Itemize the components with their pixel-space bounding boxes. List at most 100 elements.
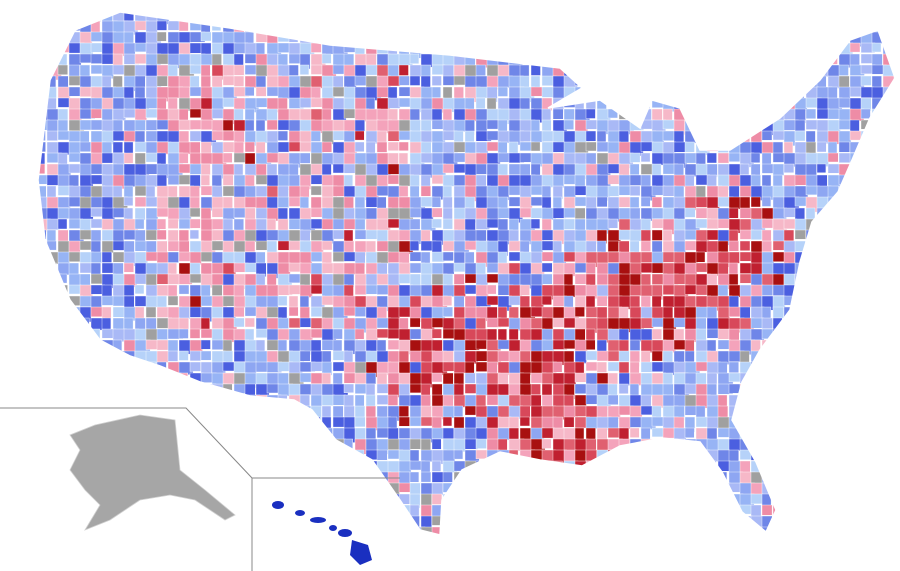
county: [849, 449, 865, 462]
county: [530, 20, 543, 34]
county: [453, 31, 467, 42]
county: [805, 526, 822, 535]
county: [839, 538, 848, 548]
county: [376, 20, 390, 37]
county: [310, 482, 325, 493]
county: [442, 361, 456, 372]
county: [57, 460, 72, 472]
county: [849, 416, 863, 430]
county: [673, 493, 690, 509]
county: [167, 383, 179, 395]
county: [57, 64, 68, 75]
county: [354, 504, 367, 518]
county: [299, 64, 310, 75]
county: [816, 504, 830, 515]
county: [277, 141, 290, 153]
county: [816, 42, 833, 57]
county: [860, 493, 871, 509]
county: [629, 339, 641, 351]
county: [255, 504, 271, 515]
county: [332, 471, 346, 483]
county: [68, 185, 81, 199]
county: [838, 460, 849, 475]
county: [420, 482, 433, 496]
county: [57, 12, 72, 25]
county: [739, 251, 753, 262]
county: [574, 482, 590, 497]
county: [651, 196, 663, 208]
county: [673, 53, 686, 70]
county: [607, 350, 620, 362]
county: [255, 163, 267, 176]
county: [761, 361, 778, 377]
county: [728, 515, 742, 532]
county: [321, 119, 334, 133]
county: [706, 229, 720, 241]
county: [38, 20, 48, 31]
county: [596, 526, 609, 535]
county: [750, 526, 763, 535]
county: [728, 438, 742, 451]
county: [893, 130, 895, 142]
county: [640, 86, 653, 100]
county: [739, 273, 752, 284]
county: [838, 515, 852, 530]
county: [46, 438, 60, 451]
county: [57, 482, 69, 494]
county: [431, 493, 443, 505]
county: [508, 526, 524, 535]
county: [497, 86, 508, 97]
county: [332, 328, 343, 340]
county: [816, 350, 828, 364]
county: [288, 317, 301, 329]
county: [46, 42, 61, 56]
county: [113, 538, 127, 552]
county: [893, 141, 895, 154]
county: [332, 207, 345, 221]
county: [585, 130, 597, 142]
county: [420, 251, 431, 265]
county: [684, 207, 696, 218]
county: [651, 53, 666, 66]
county: [189, 218, 201, 229]
county: [607, 493, 623, 508]
county: [717, 86, 734, 98]
county: [332, 339, 343, 352]
county: [442, 295, 453, 306]
county: [607, 108, 618, 119]
county: [46, 383, 59, 398]
county: [519, 515, 530, 527]
county: [134, 526, 147, 535]
county: [134, 130, 146, 144]
county: [233, 64, 245, 76]
county: [860, 339, 874, 353]
county: [387, 295, 400, 308]
county: [442, 31, 457, 47]
county: [640, 31, 652, 43]
county: [827, 438, 842, 450]
county: [596, 42, 609, 53]
county: [772, 394, 785, 408]
county: [860, 196, 876, 213]
county: [838, 141, 851, 153]
county: [728, 504, 739, 515]
county: [618, 75, 629, 86]
county: [640, 471, 651, 483]
county: [322, 538, 335, 553]
county: [585, 438, 597, 451]
county: [783, 504, 796, 515]
county: [453, 42, 466, 57]
county: [497, 350, 510, 362]
county: [453, 350, 467, 363]
county: [827, 31, 838, 45]
county: [805, 383, 821, 396]
county: [783, 229, 795, 242]
county: [112, 97, 126, 110]
county: [849, 306, 863, 320]
county: [68, 75, 82, 86]
county: [585, 31, 602, 44]
county: [486, 119, 499, 130]
county: [310, 64, 323, 75]
county: [783, 328, 800, 343]
county: [662, 438, 679, 449]
